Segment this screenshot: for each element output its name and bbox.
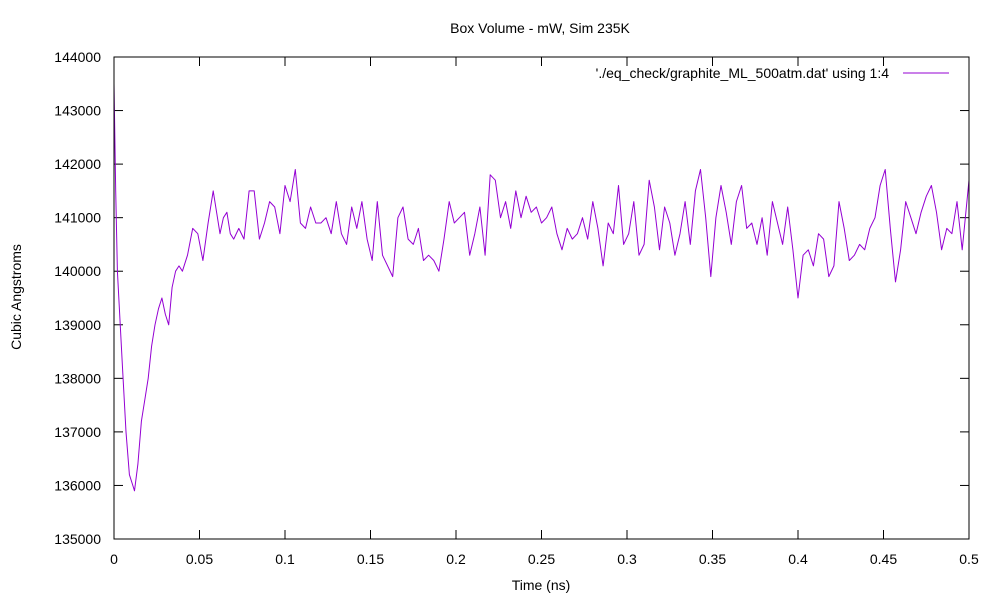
x-tick-label: 0 [110,551,118,567]
x-tick-label: 0.05 [186,551,213,567]
y-tick-label: 135000 [54,531,101,547]
x-tick-label: 0.2 [446,551,466,567]
chart-title: Box Volume - mW, Sim 235K [450,20,630,36]
y-tick-label: 140000 [54,263,101,279]
y-tick-label: 139000 [54,317,101,333]
x-tick-label: 0.15 [357,551,384,567]
x-ticks: 0 0.05 0.1 0.15 0.2 0.25 0.3 0.35 0.4 0.45 0.5 [110,57,979,567]
y-tick-label: 142000 [54,156,101,172]
x-axis-label: Time (ns) [512,577,571,593]
x-tick-label: 0.45 [870,551,897,567]
y-tick-label: 144000 [54,49,101,65]
x-tick-label: 0.4 [788,551,808,567]
series-layer [113,83,970,492]
x-tick-label: 0.35 [699,551,726,567]
plot-border [113,56,970,540]
x-tick-label: 0.25 [528,551,555,567]
legend: './eq_check/graphite_ML_500atm.dat' usin… [596,65,949,81]
series-line-0 [113,83,970,492]
y-axis-label: Cubic Angstroms [8,244,24,350]
x-tick-label: 0.5 [959,551,979,567]
x-tick-label: 0.1 [275,551,295,567]
y-ticks: 135000 136000 137000 138000 139000 140000 1410… [54,49,969,547]
x-tick-label: 0.3 [617,551,637,567]
legend-label: './eq_check/graphite_ML_500atm.dat' usin… [596,65,890,81]
y-tick-label: 138000 [54,370,101,386]
y-tick-label: 141000 [54,210,101,226]
y-tick-label: 137000 [54,424,101,440]
y-tick-label: 143000 [54,103,101,119]
y-tick-label: 136000 [54,477,101,493]
